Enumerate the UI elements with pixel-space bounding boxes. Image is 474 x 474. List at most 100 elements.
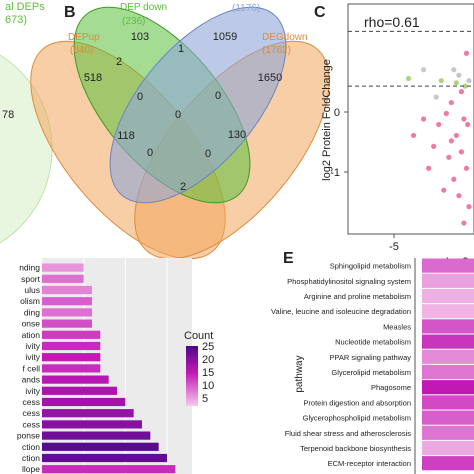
panel-a-label-2: 673) bbox=[5, 14, 27, 26]
pathway-label: PPAR signaling pathway bbox=[329, 353, 411, 362]
y-tick-label: 0 bbox=[334, 107, 340, 119]
scatter-point bbox=[441, 187, 447, 193]
venn-set-count-degdown: (1762) bbox=[262, 45, 291, 56]
panel-a-value: 78 bbox=[2, 109, 14, 121]
venn-set-count-depup: (640) bbox=[70, 45, 93, 56]
panel-e: E pathway Sphingolipid metabolism Phospha… bbox=[271, 250, 474, 474]
legend-colorbar bbox=[186, 346, 198, 406]
bar-row-label: cess bbox=[23, 408, 40, 418]
scatter-point bbox=[461, 116, 467, 122]
bar-row-label: ction bbox=[22, 442, 40, 452]
panel-e-axis-label: pathway bbox=[294, 355, 305, 392]
heatmap-cell bbox=[422, 334, 474, 349]
pathway-label: Sphingolipid metabolism bbox=[330, 262, 411, 271]
venn-set-name-degdown: DEGdown bbox=[262, 32, 308, 43]
venn-region: 2 bbox=[116, 56, 122, 68]
bar-row-label: nding bbox=[19, 263, 40, 273]
pathway-label: Valine, leucine and isoleucine degradati… bbox=[271, 307, 411, 316]
bar bbox=[42, 285, 92, 295]
venn-region: 1650 bbox=[258, 72, 282, 84]
legend-title: Count bbox=[184, 330, 213, 342]
panel-c-ylabel: log2 Protein FoldChange bbox=[321, 59, 333, 181]
bar-row-label: onse bbox=[22, 319, 41, 329]
scatter-point bbox=[451, 67, 457, 73]
bar-row-label: ding bbox=[24, 307, 40, 317]
venn-region: 1059 bbox=[213, 31, 237, 43]
pathway-label: Arginine and proline metabolism bbox=[304, 292, 411, 301]
panel-d-row-labels: ndingsportulusolismdingonseationivityivi… bbox=[17, 263, 41, 474]
scatter-point bbox=[463, 50, 470, 56]
scatter-points bbox=[405, 50, 472, 226]
bar bbox=[42, 297, 92, 306]
panel-c: C rho=0.61 log2 Protein FoldChange log2 … bbox=[314, 3, 474, 269]
heatmap-cell bbox=[422, 440, 474, 456]
bar bbox=[42, 263, 84, 272]
scatter-point bbox=[466, 78, 472, 84]
pathway-label: Glycerolipid metabolism bbox=[331, 368, 411, 377]
bar bbox=[42, 409, 134, 418]
panel-e-cells bbox=[422, 258, 474, 471]
venn-region: 0 bbox=[215, 90, 221, 102]
heatmap-cell bbox=[422, 273, 474, 288]
panel-e-letter: E bbox=[283, 250, 294, 267]
panel-e-pathway-labels: Sphingolipid metabolism Phosphatidylinosi… bbox=[271, 262, 411, 469]
legend-tick: 5 bbox=[202, 393, 208, 405]
heatmap-cell bbox=[422, 456, 474, 471]
bar-row-label: f cell bbox=[23, 363, 41, 373]
scatter-point bbox=[458, 149, 464, 155]
heatmap-cell bbox=[422, 304, 474, 319]
bar bbox=[42, 319, 92, 328]
bar bbox=[42, 375, 109, 384]
heatmap-cell bbox=[422, 364, 474, 380]
panel-b-letter: B bbox=[64, 4, 76, 21]
scatter-point bbox=[463, 165, 470, 171]
pathway-label: Nucleotide metabolism bbox=[335, 338, 411, 347]
bar bbox=[42, 420, 142, 429]
venn-region: 0 bbox=[137, 91, 143, 103]
scatter-point bbox=[466, 204, 472, 210]
bar bbox=[42, 353, 101, 362]
heatmap-cell bbox=[422, 319, 474, 334]
pathway-label: Fluid shear stress and atherosclerosis bbox=[285, 429, 412, 438]
scatter-reference-lines bbox=[348, 30, 474, 87]
y-tick-label: -1 bbox=[330, 167, 340, 179]
venn-region: 2 bbox=[180, 181, 186, 193]
panel-c-letter: C bbox=[314, 4, 326, 21]
bar bbox=[42, 364, 101, 373]
legend-tick: 25 bbox=[202, 341, 214, 353]
venn-region: 103 bbox=[131, 31, 149, 43]
bar bbox=[42, 308, 92, 317]
scatter-point bbox=[453, 132, 459, 139]
pathway-label: ECM-receptor interaction bbox=[328, 459, 411, 468]
heatmap-cell bbox=[422, 288, 474, 304]
bar-row-label: cess bbox=[23, 397, 40, 407]
pathway-label: Protein digestion and absorption bbox=[303, 398, 411, 407]
pathway-label: Phagosome bbox=[371, 383, 411, 392]
scatter-point bbox=[438, 78, 444, 84]
bar-row-label: ivity bbox=[25, 352, 40, 362]
pathway-label: Glycerophospholipid metabolism bbox=[303, 414, 411, 423]
bar bbox=[42, 330, 101, 339]
venn-set-count-depdown: (236) bbox=[122, 16, 145, 27]
bar-row-label: olism bbox=[20, 296, 40, 306]
panel-d: ndingsportulusolismdingonseationivityivi… bbox=[17, 258, 214, 474]
bar bbox=[42, 386, 117, 395]
bar-row-label: ivity bbox=[25, 386, 40, 396]
heatmap-cell bbox=[422, 380, 474, 395]
bar bbox=[42, 274, 84, 283]
panel-c-annotation: rho=0.61 bbox=[364, 14, 420, 30]
pathway-label: Measles bbox=[383, 322, 411, 331]
legend-tick: 15 bbox=[202, 367, 214, 379]
scatter-point bbox=[458, 89, 464, 95]
legend-tick: 20 bbox=[202, 354, 214, 366]
bar-row-label: llope bbox=[22, 464, 40, 474]
scatter-point bbox=[431, 143, 437, 149]
venn-region: 130 bbox=[228, 129, 246, 141]
pathway-label: Phosphatidylinositol signaling system bbox=[287, 277, 411, 286]
scatter-point bbox=[436, 121, 442, 128]
bar bbox=[42, 442, 159, 451]
bar bbox=[42, 341, 101, 351]
scatter-point bbox=[456, 193, 462, 199]
panel-b: B DEP down (236) (1176) DEPup (640) DEGd… bbox=[30, 2, 330, 260]
